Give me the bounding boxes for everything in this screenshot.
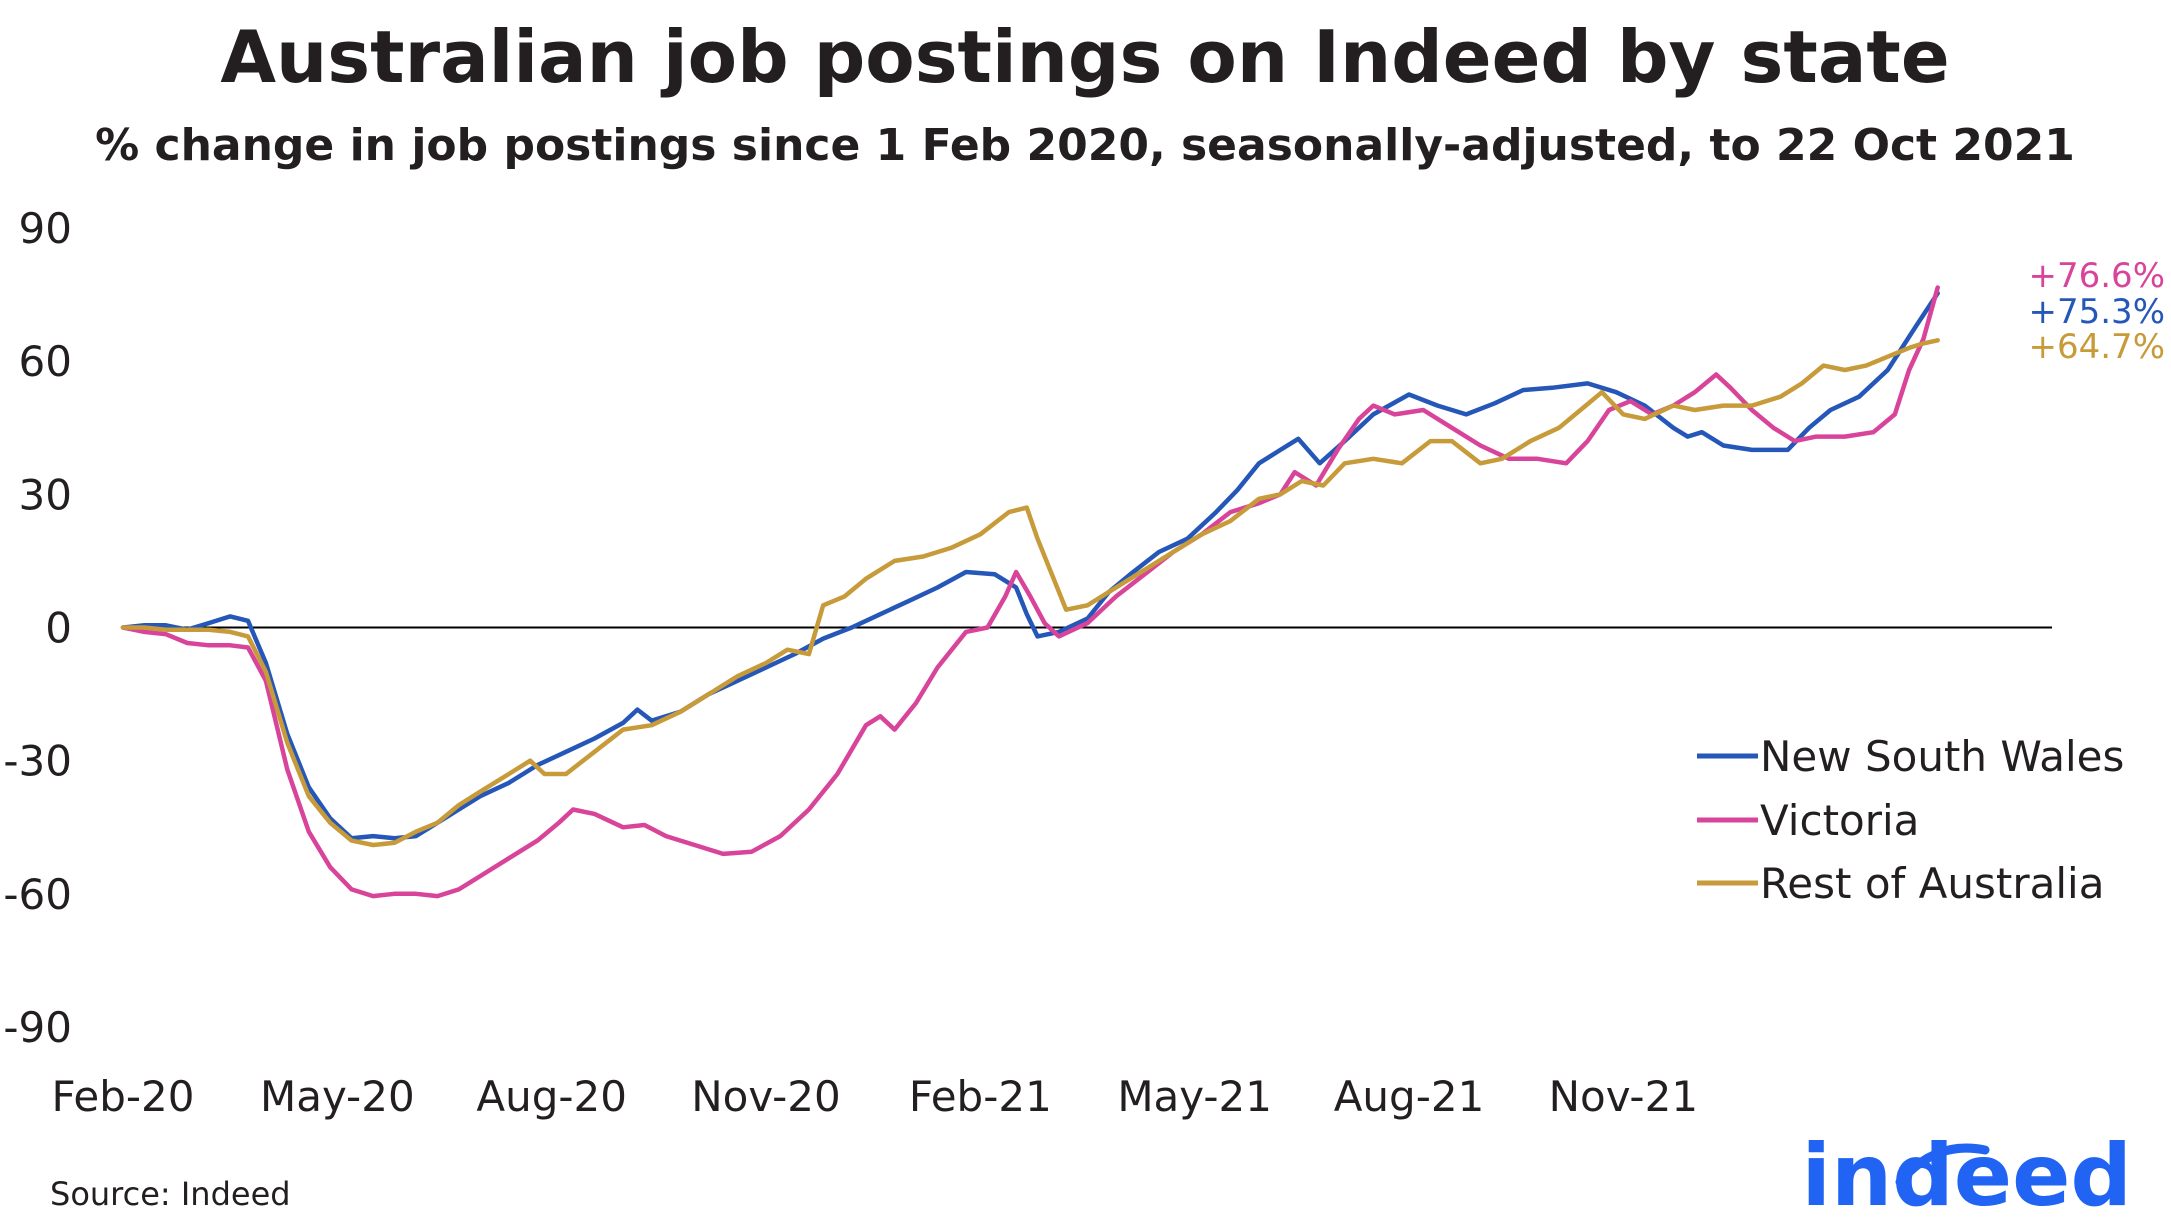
end-label: +76.6% bbox=[2029, 256, 2166, 296]
y-tick-label: 30 bbox=[19, 470, 72, 519]
y-tick-label: 90 bbox=[19, 204, 72, 253]
legend-label: Victoria bbox=[1760, 796, 1919, 845]
logo-wordmark: indeed bbox=[1802, 1126, 2132, 1220]
x-tick-label: May-21 bbox=[1117, 1072, 1272, 1121]
x-tick-label: Aug-20 bbox=[476, 1072, 627, 1121]
chart-subtitle: % change in job postings since 1 Feb 202… bbox=[95, 120, 2075, 171]
series-line-new-south-wales bbox=[120, 291, 1940, 841]
x-tick-label: Nov-20 bbox=[691, 1072, 840, 1121]
legend-label: New South Wales bbox=[1760, 732, 2124, 781]
end-label: +64.7% bbox=[2029, 327, 2166, 367]
y-tick-label: -30 bbox=[3, 737, 72, 786]
legend-label: Rest of Australia bbox=[1760, 859, 2104, 908]
source-note: Source: Indeed bbox=[50, 1175, 291, 1213]
y-tick-label: 0 bbox=[45, 604, 72, 653]
series-lines bbox=[120, 285, 1940, 899]
y-tick-label: -90 bbox=[3, 1003, 72, 1052]
y-tick-label: 60 bbox=[19, 337, 72, 386]
x-tick-label: Feb-21 bbox=[909, 1072, 1052, 1121]
end-label: +75.3% bbox=[2029, 292, 2166, 332]
end-labels: +76.6%+75.3%+64.7% bbox=[2029, 256, 2166, 367]
y-axis: 90 60 30 0 -30 -60 -90 bbox=[3, 204, 72, 1052]
y-tick-label: -60 bbox=[3, 870, 72, 919]
x-axis: Feb-20 May-20 Aug-20 Nov-20 Feb-21 May-21 Aug-… bbox=[52, 1072, 1699, 1121]
x-tick-label: Feb-20 bbox=[52, 1072, 195, 1121]
chart-title: Australian job postings on Indeed by sta… bbox=[220, 15, 1949, 99]
x-tick-label: Aug-21 bbox=[1334, 1072, 1485, 1121]
x-tick-label: Nov-21 bbox=[1549, 1072, 1698, 1121]
series-line-victoria bbox=[120, 285, 1940, 899]
series-line-rest-of-australia bbox=[120, 338, 1940, 848]
indeed-logo: indeed bbox=[1802, 1126, 2132, 1220]
logo-arc-icon bbox=[1895, 1143, 1990, 1187]
legend: New South Wales Victoria Rest of Australia bbox=[1697, 732, 2124, 908]
x-tick-label: May-20 bbox=[260, 1072, 415, 1121]
